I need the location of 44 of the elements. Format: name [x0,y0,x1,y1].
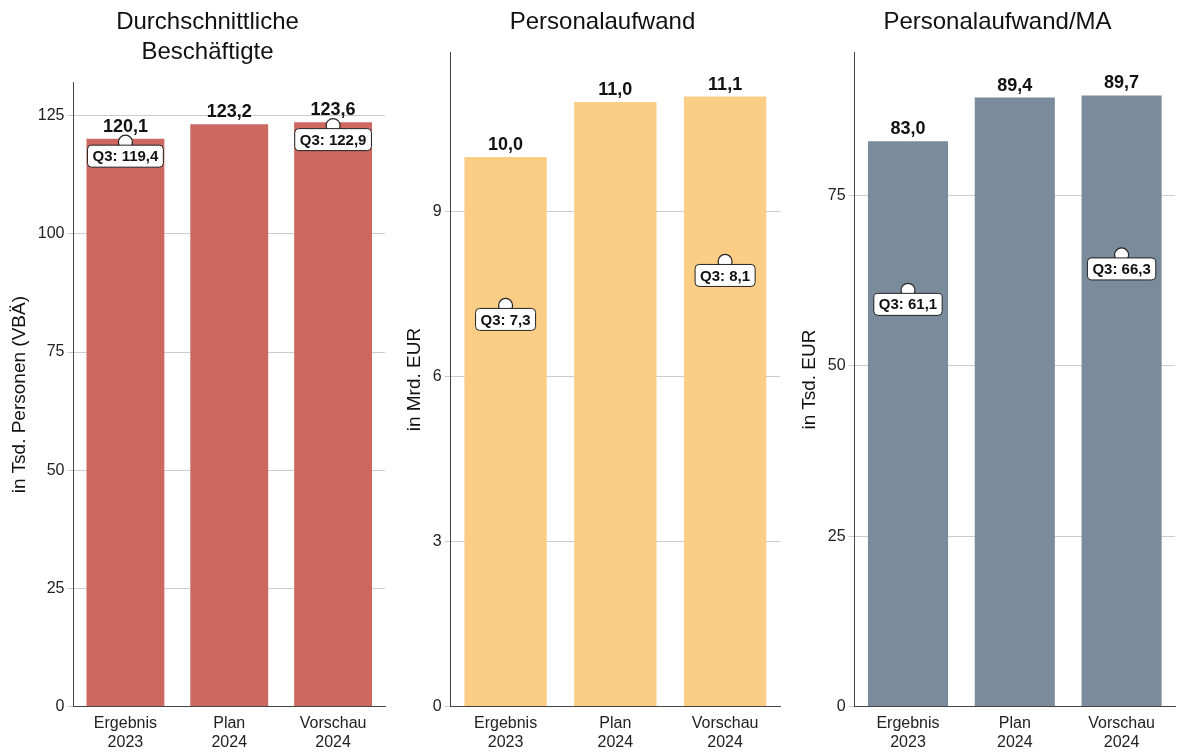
y-tick-label: 50 [46,460,65,478]
y-tick-label: 9 [432,202,442,220]
x-tick-label: Ergebnis 2023 [876,713,940,750]
data-label: 89,7 [1104,72,1140,93]
y-tick-label: 0 [55,697,65,715]
y-tick-label: 75 [46,342,65,360]
y-tick-label: 25 [827,526,846,544]
x-tick-label: Plan 2024 [211,713,248,750]
y-tick-label: 125 [37,106,65,124]
x-tick-label: Vorschau 2024 [691,713,759,750]
y-tick-label: 3 [432,532,442,550]
y-tick-label: 6 [432,367,442,385]
y-tick-label: 50 [827,356,846,374]
x-tick-label: Vorschau 2024 [299,713,367,750]
y-tick-label: 100 [37,224,65,242]
y-tick-label: 0 [432,697,442,715]
y-axis-title: in Mrd. EUR [402,327,424,432]
y-tick-label: 75 [827,186,846,204]
data-label: Q3: 7,3 [480,310,531,328]
y-axis-title: in Tsd. Personen (VBÄ) [7,296,29,494]
x-tick-label: Plan 2024 [597,713,634,750]
data-label: 10,0 [488,133,524,154]
data-label: 89,4 [997,74,1033,95]
y-tick-label: 25 [46,578,65,596]
x-tick-label: Ergebnis 2023 [474,713,538,750]
chart-title: Personalaufwand/MA [882,6,1113,36]
x-tick-label: Vorschau 2024 [1088,713,1155,750]
y-axis-title: in Tsd. EUR [797,329,819,430]
x-tick-label: Plan 2024 [997,713,1033,750]
data-label: 11,1 [708,73,743,94]
data-label: 123,6 [310,99,356,120]
data-label: Q3: 66,3 [1092,260,1151,278]
data-label: Q3: 122,9 [299,130,367,148]
data-label: 11,0 [598,79,633,100]
data-label: Q3: 119,4 [92,147,160,165]
data-label: 123,2 [206,101,252,122]
data-label: 120,1 [102,115,148,136]
chart-title: Personalaufwand [508,6,697,36]
y-tick-label: 0 [836,697,846,715]
chart-title: Durchschnittliche Beschäftigte [115,6,300,66]
data-label: Q3: 8,1 [700,266,751,284]
data-label: 83,0 [890,118,926,139]
data-label: Q3: 61,1 [878,295,938,313]
x-tick-label: Ergebnis 2023 [93,713,157,750]
